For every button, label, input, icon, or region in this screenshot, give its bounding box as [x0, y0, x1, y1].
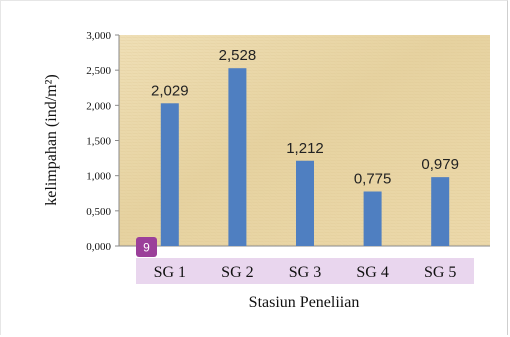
y-axis-title: kelimpahan (ind/m²): [43, 74, 60, 205]
data-label: 1,212: [286, 140, 324, 157]
data-labels: 2,029 2,528 1,212 0,775 0,979: [151, 47, 459, 187]
bars: [160, 68, 450, 247]
data-label: 0,775: [354, 170, 392, 187]
y-tick-label: 2,000: [86, 100, 111, 112]
y-tick-label: 0,000: [86, 241, 111, 253]
x-axis-title: Stasiun Peneliian: [249, 294, 360, 311]
y-tick-label: 2,500: [86, 65, 111, 77]
data-label: 0,979: [421, 156, 459, 173]
y-tick-labels: 0,000 0,500 1,000 1,500 2,000 2,500 3,000: [86, 30, 119, 253]
bar-sg-2: [228, 68, 247, 247]
bar-sg-3: [296, 160, 314, 246]
category-label: SG 2: [221, 264, 253, 281]
category-labels: SG 1 SG 2 SG 3 SG 4 SG 5: [154, 264, 457, 281]
page-number-badge: [136, 237, 157, 257]
bar-sg-4: [363, 191, 382, 246]
category-label: SG 3: [289, 264, 321, 281]
category-label: SG 1: [154, 264, 186, 281]
bar-sg-1: [160, 103, 179, 246]
y-tick-label: 1,000: [86, 171, 111, 183]
category-label: SG 5: [424, 264, 456, 281]
category-label-band: [136, 258, 474, 284]
bar-sg-5: [431, 177, 450, 246]
page-number-badge-text: 9: [143, 241, 150, 255]
y-tick-label: 3,000: [86, 30, 111, 42]
category-label: SG 4: [356, 264, 388, 281]
y-tick-label: 1,500: [86, 136, 111, 148]
y-tick-label: 0,500: [86, 206, 111, 218]
data-label: 2,528: [219, 47, 257, 64]
data-label: 2,029: [151, 82, 189, 99]
